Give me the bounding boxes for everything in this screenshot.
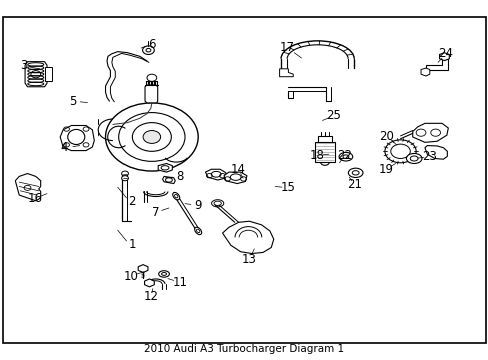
Text: 24: 24 xyxy=(437,47,452,60)
Polygon shape xyxy=(439,53,448,60)
Text: 12: 12 xyxy=(143,290,158,303)
Text: 19: 19 xyxy=(378,163,393,176)
Ellipse shape xyxy=(338,152,352,161)
Text: 18: 18 xyxy=(308,149,324,162)
Polygon shape xyxy=(279,69,293,77)
Polygon shape xyxy=(222,221,273,253)
Text: 11: 11 xyxy=(172,276,187,289)
Polygon shape xyxy=(44,67,52,81)
Circle shape xyxy=(143,131,160,143)
Text: 1: 1 xyxy=(128,238,136,251)
Ellipse shape xyxy=(158,271,169,277)
Ellipse shape xyxy=(172,193,180,200)
Text: 14: 14 xyxy=(231,163,245,176)
Ellipse shape xyxy=(406,153,421,163)
Text: 23: 23 xyxy=(422,150,436,163)
Polygon shape xyxy=(158,163,172,172)
Polygon shape xyxy=(144,279,154,287)
Text: 21: 21 xyxy=(346,178,361,191)
Text: 10: 10 xyxy=(123,270,139,283)
Text: 6: 6 xyxy=(148,38,155,51)
Text: 2: 2 xyxy=(128,195,136,208)
Text: 7: 7 xyxy=(152,207,159,220)
Polygon shape xyxy=(424,145,447,159)
Circle shape xyxy=(122,176,128,181)
Polygon shape xyxy=(60,126,94,150)
Ellipse shape xyxy=(347,168,362,177)
Polygon shape xyxy=(25,62,47,87)
Polygon shape xyxy=(412,123,447,142)
Circle shape xyxy=(105,103,198,171)
Circle shape xyxy=(122,171,128,176)
Text: 15: 15 xyxy=(281,181,295,194)
Circle shape xyxy=(142,46,154,54)
Polygon shape xyxy=(15,174,41,201)
Text: 5: 5 xyxy=(69,95,77,108)
Polygon shape xyxy=(145,85,158,103)
Text: 25: 25 xyxy=(325,109,341,122)
Polygon shape xyxy=(420,68,429,76)
Polygon shape xyxy=(162,176,175,184)
Text: 9: 9 xyxy=(194,199,202,212)
Text: 13: 13 xyxy=(242,253,256,266)
Polygon shape xyxy=(138,265,148,273)
Polygon shape xyxy=(224,172,246,184)
Text: 3: 3 xyxy=(20,59,28,72)
Ellipse shape xyxy=(194,227,201,235)
Polygon shape xyxy=(205,169,225,180)
Text: 20: 20 xyxy=(379,130,393,143)
Text: 2010 Audi A3 Turbocharger Diagram 1: 2010 Audi A3 Turbocharger Diagram 1 xyxy=(144,343,344,354)
Text: 16: 16 xyxy=(27,192,42,205)
Text: 17: 17 xyxy=(279,41,294,54)
Polygon shape xyxy=(425,59,447,69)
Text: 4: 4 xyxy=(60,141,68,154)
Circle shape xyxy=(384,140,415,163)
Text: 8: 8 xyxy=(176,170,183,183)
Polygon shape xyxy=(317,136,331,142)
Polygon shape xyxy=(315,142,334,162)
Text: 22: 22 xyxy=(336,149,351,162)
